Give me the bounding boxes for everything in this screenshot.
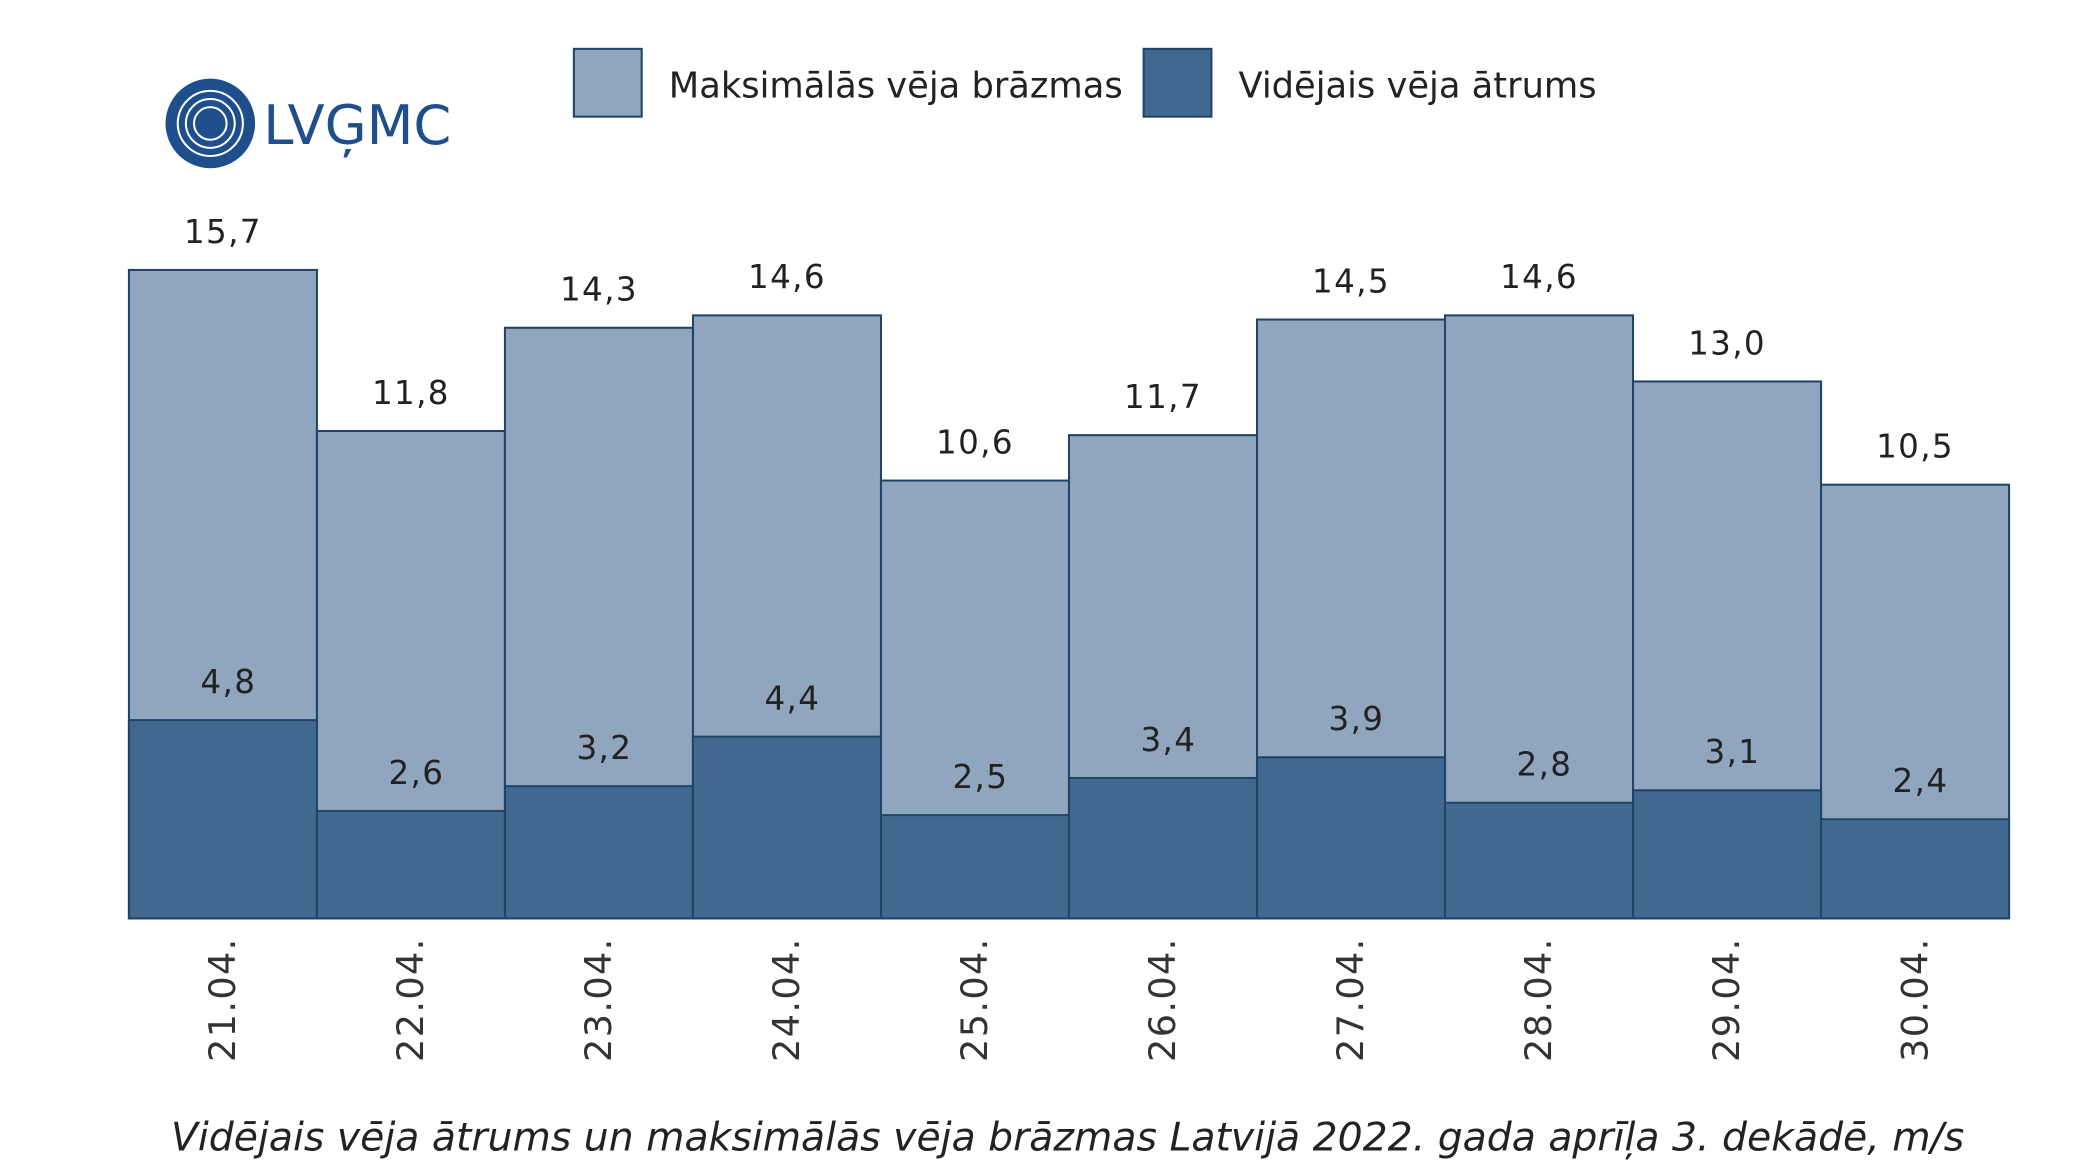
x-tick-label: 28.04.: [1517, 937, 1560, 1062]
chart-title: Vidējais vēja ātrums un maksimālās vēja …: [171, 1114, 1964, 1160]
value-label: 2,5: [952, 758, 1008, 796]
bar: [1067, 776, 1259, 920]
bar: [879, 814, 1071, 920]
value-label: 2,4: [1893, 762, 1949, 800]
x-tick-label: 27.04.: [1329, 937, 1372, 1062]
logo-ring: [184, 98, 236, 149]
bar: [1820, 818, 2011, 920]
value-label: 4,4: [764, 680, 820, 718]
logo-ring: [176, 89, 244, 158]
value-label: 3,9: [1329, 700, 1385, 738]
bar: [1444, 801, 1635, 920]
logo-ring: [193, 106, 228, 141]
x-tick-label: 23.04.: [577, 937, 620, 1062]
x-tick-label: 26.04.: [1141, 937, 1184, 1062]
x-tick-label: 21.04.: [201, 937, 244, 1062]
logo-text: LVĢMC: [263, 94, 451, 159]
value-label: 11,8: [372, 374, 450, 412]
legend-label: Vidējais vēja ātrums: [1239, 66, 1597, 107]
value-label: 14,5: [1312, 262, 1390, 300]
value-label: 14,6: [1500, 258, 1578, 296]
value-label: 11,7: [1124, 378, 1202, 416]
x-tick-label: 22.04.: [389, 937, 432, 1062]
value-label: 10,5: [1876, 428, 1954, 466]
value-label: 10,6: [936, 423, 1014, 461]
logo: LVĢMC: [165, 78, 451, 169]
bar: [503, 785, 694, 920]
legend-swatch: [1142, 47, 1213, 118]
bar: [1255, 756, 1447, 920]
x-tick-label: 29.04.: [1705, 937, 1748, 1062]
value-label: 2,6: [388, 754, 444, 792]
value-label: 13,0: [1688, 324, 1766, 362]
x-tick-label: 24.04.: [765, 937, 808, 1062]
value-label: 3,4: [1141, 721, 1197, 759]
value-label: 3,1: [1705, 733, 1761, 771]
legend-swatch: [572, 47, 643, 118]
x-tick-label: 30.04.: [1893, 937, 1936, 1062]
value-label: 4,8: [200, 663, 256, 701]
logo-icon: [165, 78, 256, 169]
legend-label: Maksimālās vēja brāzmas: [669, 66, 1123, 107]
value-label: 15,7: [184, 213, 262, 251]
x-tick-label: 25.04.: [953, 937, 996, 1062]
bar: [127, 719, 318, 920]
bar: [1632, 789, 1823, 920]
value-label: 14,6: [748, 258, 826, 296]
bar: [691, 735, 882, 920]
value-label: 14,3: [560, 271, 638, 309]
value-label: 3,2: [576, 729, 632, 767]
bar: [315, 809, 506, 920]
value-label: 2,8: [1517, 746, 1573, 784]
